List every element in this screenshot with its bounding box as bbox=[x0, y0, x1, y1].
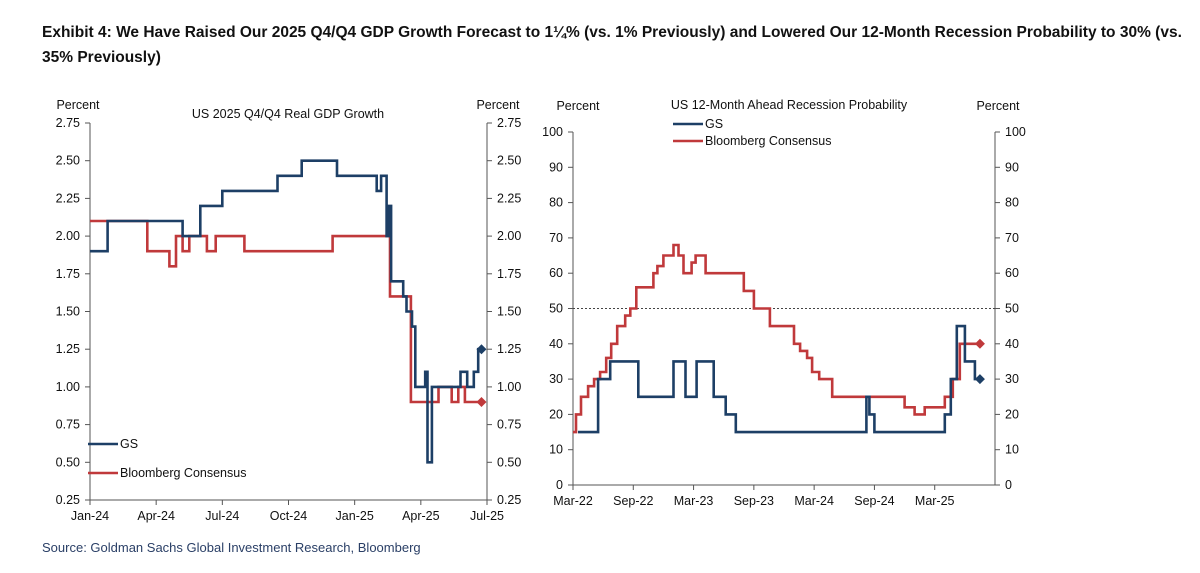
y-axis-left-label: Percent bbox=[556, 99, 600, 113]
y-tick-label-right: 1.75 bbox=[497, 267, 521, 281]
chart-title: US 12-Month Ahead Recession Probability bbox=[671, 98, 908, 112]
y-tick-label-left: 80 bbox=[549, 196, 563, 210]
gs-series-line bbox=[578, 324, 980, 434]
consensus-series-line bbox=[573, 243, 980, 434]
consensus-series-line bbox=[90, 219, 482, 404]
y-tick-label-right: 0.25 bbox=[497, 493, 521, 507]
x-tick-label: Jul-24 bbox=[205, 509, 239, 523]
y-tick-label-right: 0 bbox=[1005, 478, 1012, 492]
y-tick-label-left: 90 bbox=[549, 160, 563, 174]
y-tick-label-right: 1.50 bbox=[497, 305, 521, 319]
y-tick-label-left: 2.50 bbox=[56, 154, 80, 168]
x-tick-label: Sep-22 bbox=[613, 494, 653, 508]
y-tick-label-right: 30 bbox=[1005, 372, 1019, 386]
gdp-growth-chart: US 2025 Q4/Q4 Real GDP Growth Percent Pe… bbox=[56, 98, 522, 523]
y-axis-right-label: Percent bbox=[976, 99, 1020, 113]
y-axis-right-label: Percent bbox=[476, 98, 520, 112]
legend-label-consensus: Bloomberg Consensus bbox=[120, 466, 246, 480]
y-tick-label-left: 60 bbox=[549, 266, 563, 280]
x-tick-label: Apr-24 bbox=[137, 509, 175, 523]
y-tick-label-left: 20 bbox=[549, 407, 563, 421]
y-tick-label-right: 1.25 bbox=[497, 342, 521, 356]
y-tick-label-right: 1.00 bbox=[497, 380, 521, 394]
y-tick-label-right: 70 bbox=[1005, 231, 1019, 245]
y-tick-label-right: 40 bbox=[1005, 337, 1019, 351]
y-tick-label-left: 0.50 bbox=[56, 455, 80, 469]
x-tick-label: Mar-24 bbox=[794, 494, 834, 508]
y-tick-label-left: 0 bbox=[556, 478, 563, 492]
gs-series-line bbox=[90, 159, 482, 464]
y-tick-label-right: 60 bbox=[1005, 266, 1019, 280]
x-tick-label: Oct-24 bbox=[270, 509, 308, 523]
y-tick-label-right: 100 bbox=[1005, 125, 1026, 139]
y-tick-label-right: 20 bbox=[1005, 407, 1019, 421]
consensus-end-marker bbox=[974, 338, 985, 349]
x-tick-label: Jan-24 bbox=[71, 509, 109, 523]
y-tick-label-left: 70 bbox=[549, 231, 563, 245]
x-tick-label: Sep-24 bbox=[854, 494, 894, 508]
y-axis-left-label: Percent bbox=[56, 98, 100, 112]
legend-label-gs: GS bbox=[120, 437, 138, 451]
y-tick-label-right: 90 bbox=[1005, 160, 1019, 174]
chart-title: US 2025 Q4/Q4 Real GDP Growth bbox=[192, 107, 384, 121]
y-tick-label-left: 2.00 bbox=[56, 229, 80, 243]
x-tick-label: Sep-23 bbox=[734, 494, 774, 508]
y-tick-label-left: 1.00 bbox=[56, 380, 80, 394]
gs-end-marker bbox=[476, 344, 487, 355]
recession-probability-chart: US 12-Month Ahead Recession Probability … bbox=[542, 98, 1026, 508]
y-tick-label-left: 0.25 bbox=[56, 493, 80, 507]
x-tick-label: Mar-23 bbox=[674, 494, 714, 508]
y-tick-label-left: 10 bbox=[549, 443, 563, 457]
gs-end-marker bbox=[974, 374, 985, 385]
y-tick-label-right: 2.00 bbox=[497, 229, 521, 243]
source-note: Source: Goldman Sachs Global Investment … bbox=[42, 540, 421, 555]
y-tick-label-right: 2.75 bbox=[497, 116, 521, 130]
legend-label-consensus: Bloomberg Consensus bbox=[705, 134, 831, 148]
y-tick-label-right: 0.75 bbox=[497, 418, 521, 432]
x-tick-label: Jul-25 bbox=[470, 509, 504, 523]
x-tick-label: Mar-25 bbox=[915, 494, 955, 508]
exhibit-title: Exhibit 4: We Have Raised Our 2025 Q4/Q4… bbox=[42, 24, 1182, 66]
y-tick-label-left: 40 bbox=[549, 337, 563, 351]
consensus-end-marker bbox=[476, 396, 487, 407]
y-tick-label-right: 2.25 bbox=[497, 191, 521, 205]
x-tick-label: Jan-25 bbox=[336, 509, 374, 523]
y-tick-label-left: 100 bbox=[542, 125, 563, 139]
y-tick-label-left: 2.75 bbox=[56, 116, 80, 130]
y-tick-label-left: 1.75 bbox=[56, 267, 80, 281]
y-tick-label-right: 2.50 bbox=[497, 154, 521, 168]
x-tick-label: Mar-22 bbox=[553, 494, 593, 508]
y-tick-label-left: 50 bbox=[549, 302, 563, 316]
y-tick-label-left: 2.25 bbox=[56, 191, 80, 205]
y-tick-label-right: 0.50 bbox=[497, 455, 521, 469]
y-tick-label-right: 50 bbox=[1005, 302, 1019, 316]
y-tick-label-right: 10 bbox=[1005, 443, 1019, 457]
y-tick-label-left: 1.25 bbox=[56, 342, 80, 356]
y-tick-label-left: 30 bbox=[549, 372, 563, 386]
y-tick-label-left: 1.50 bbox=[56, 305, 80, 319]
legend-label-gs: GS bbox=[705, 117, 723, 131]
y-tick-label-left: 0.75 bbox=[56, 418, 80, 432]
y-tick-label-right: 80 bbox=[1005, 196, 1019, 210]
x-tick-label: Apr-25 bbox=[402, 509, 440, 523]
